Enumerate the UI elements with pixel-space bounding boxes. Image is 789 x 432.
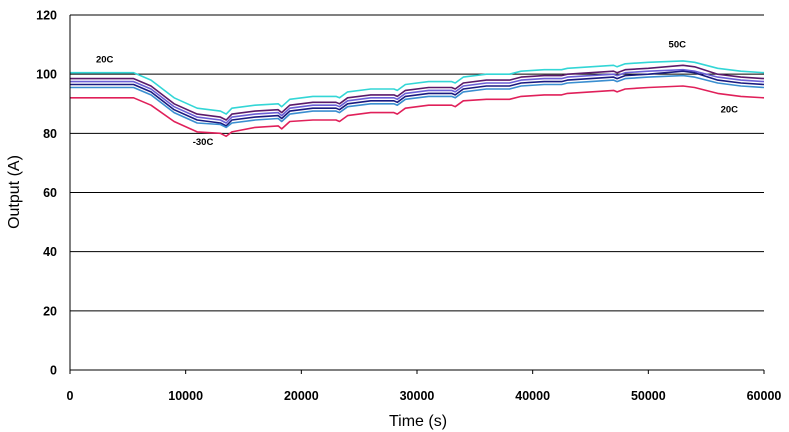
y-tick-label: 60	[43, 186, 57, 200]
annotation-label: 50C	[669, 40, 687, 51]
y-tick-label: 120	[36, 9, 57, 23]
x-tick-label: 60000	[747, 389, 782, 403]
x-tick-label: 50000	[631, 389, 666, 403]
annotation-label: 20C	[721, 105, 739, 116]
y-tick-label: 20	[43, 304, 57, 318]
series-line-3	[70, 68, 765, 124]
x-axis-label: Time (s)	[389, 413, 447, 430]
series-lines	[70, 60, 765, 138]
axes: 0 20 40 60 80 100 120 0 10000 20000 30000 40000 5000…	[36, 9, 781, 404]
y-tick-label: 80	[43, 127, 57, 141]
series-line-2	[70, 64, 765, 121]
series-line-1	[70, 60, 765, 115]
x-tick-label: 40000	[515, 389, 550, 403]
x-tick-label: 20000	[284, 389, 319, 403]
gridlines	[70, 14, 764, 312]
x-tick-label: 10000	[168, 389, 203, 403]
annotation-label: -30C	[193, 137, 214, 148]
y-tick-label: 40	[43, 245, 57, 259]
y-tick-label: 0	[50, 364, 57, 378]
x-tick-label: 0	[67, 389, 74, 403]
annotations: 20C -30C 50C 20C	[96, 40, 738, 149]
y-tick-label: 100	[36, 68, 57, 82]
annotation-label: 20C	[96, 54, 114, 65]
series-line-5	[70, 74, 765, 129]
series-line-4	[70, 70, 765, 127]
y-axis-label: Output (A)	[6, 155, 23, 229]
series-line-6	[70, 85, 765, 138]
x-tick-label: 30000	[400, 389, 435, 403]
